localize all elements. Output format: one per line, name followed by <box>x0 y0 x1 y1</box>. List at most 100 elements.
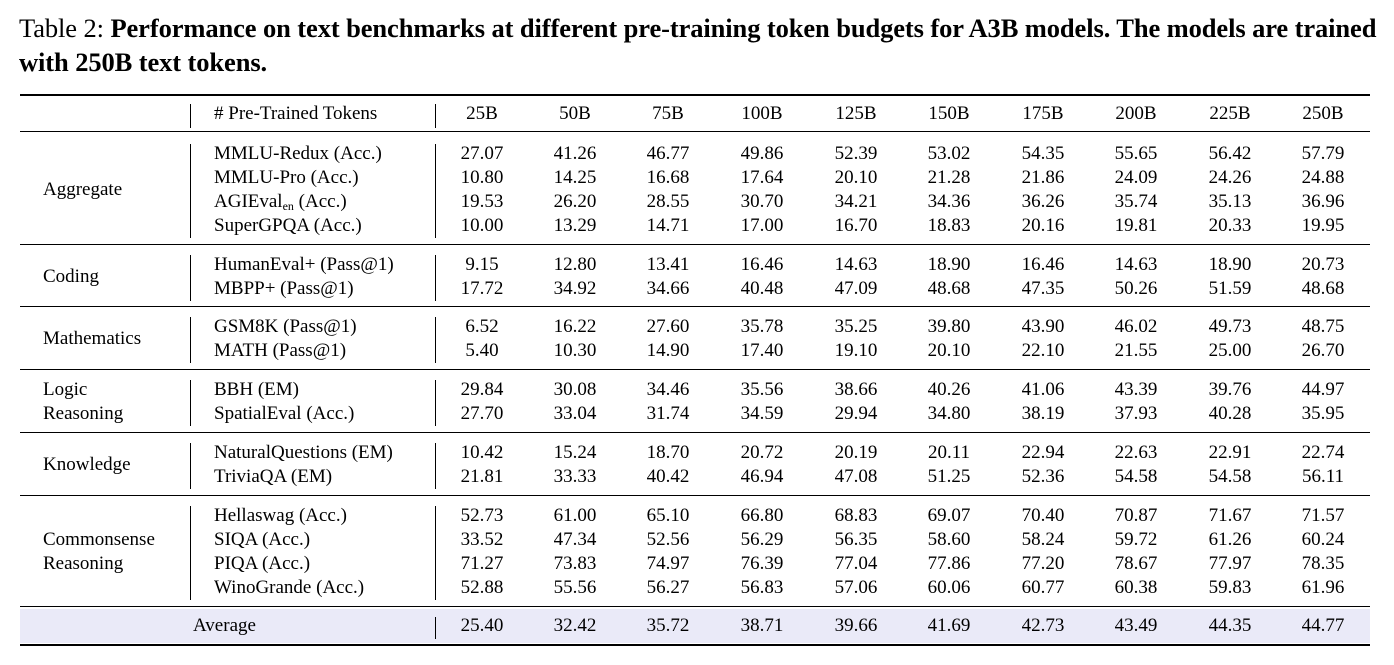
benchmark-name: SuperGPQA (Acc.) <box>214 214 362 238</box>
score-cell: 77.04 <box>834 553 878 574</box>
score-cell: 14.63 <box>834 254 878 275</box>
score-cell: 20.11 <box>927 442 971 463</box>
benchmark-name-text: SIQA (Acc.) <box>214 529 311 550</box>
score-cell: 16.68 <box>646 167 690 188</box>
score-cell: 34.36 <box>927 191 971 212</box>
column-header: 75B <box>652 103 684 124</box>
score-cell: 70.40 <box>1021 505 1065 526</box>
score-cell: 39.80 <box>927 316 971 337</box>
score-cell: 47.34 <box>553 529 597 550</box>
average-cell: 25.40 <box>460 615 504 636</box>
score-cell: 13.29 <box>553 215 597 236</box>
benchmark-name-text: GSM8K (Pass@1) <box>214 316 357 337</box>
score-cell: 25.00 <box>1208 340 1252 361</box>
score-cell: 43.90 <box>1021 316 1065 337</box>
column-header: 150B <box>928 103 970 124</box>
score-cell: 33.33 <box>553 466 597 487</box>
score-cell: 35.95 <box>1301 403 1345 424</box>
average-cell: 35.72 <box>646 615 690 636</box>
score-cell: 40.42 <box>646 466 690 487</box>
score-cell: 21.28 <box>927 167 971 188</box>
column-header: 200B <box>1115 103 1157 124</box>
score-cell: 77.97 <box>1208 553 1252 574</box>
header-divider-left <box>190 104 191 128</box>
category-label: Reasoning <box>43 553 124 574</box>
benchmark-name: AGIEvalen (Acc.) <box>214 190 347 214</box>
header-rule <box>20 131 1370 132</box>
benchmark-name: MBPP+ (Pass@1) <box>214 277 354 301</box>
score-cell: 15.24 <box>553 442 597 463</box>
benchmark-name: NaturalQuestions (EM) <box>214 441 393 465</box>
score-cell: 56.42 <box>1208 143 1252 164</box>
score-cell: 60.38 <box>1114 577 1158 598</box>
score-cell: 10.80 <box>460 167 504 188</box>
score-cell: 53.02 <box>927 143 971 164</box>
pre-average-rule <box>20 606 1370 607</box>
score-cell: 20.72 <box>740 442 784 463</box>
benchmark-name: WinoGrande (Acc.) <box>214 576 364 600</box>
score-cell: 30.70 <box>740 191 784 212</box>
score-cell: 9.15 <box>465 254 499 275</box>
score-cell: 35.13 <box>1208 191 1252 212</box>
benchmark-name: GSM8K (Pass@1) <box>214 315 357 339</box>
group-divider-left <box>190 443 191 489</box>
group-divider-right <box>435 255 436 301</box>
category-label: Aggregate <box>43 179 123 200</box>
score-cell: 38.66 <box>834 379 878 400</box>
score-cell: 59.83 <box>1208 577 1252 598</box>
column-header: 25B <box>466 103 498 124</box>
average-cell: 41.69 <box>927 615 971 636</box>
group-divider-left <box>190 506 191 600</box>
column-header: 225B <box>1209 103 1251 124</box>
score-cell: 21.55 <box>1114 340 1158 361</box>
table-caption: Table 2: Performance on text benchmarks … <box>19 11 1389 79</box>
score-cell: 20.10 <box>927 340 971 361</box>
score-cell: 18.83 <box>927 215 971 236</box>
score-cell: 61.00 <box>553 505 597 526</box>
score-cell: 71.27 <box>460 553 504 574</box>
score-cell: 49.73 <box>1208 316 1252 337</box>
score-cell: 19.53 <box>460 191 504 212</box>
category-label: Coding <box>43 266 99 287</box>
score-cell: 29.94 <box>834 403 878 424</box>
score-cell: 54.58 <box>1114 466 1158 487</box>
column-header: 250B <box>1302 103 1344 124</box>
score-cell: 18.90 <box>1208 254 1252 275</box>
score-cell: 36.26 <box>1021 191 1065 212</box>
score-cell: 47.35 <box>1021 278 1065 299</box>
benchmark-name-text: AGIEval <box>214 191 283 212</box>
score-cell: 69.07 <box>927 505 971 526</box>
score-cell: 46.94 <box>740 466 784 487</box>
benchmark-name-text: SuperGPQA (Acc.) <box>214 215 362 236</box>
benchmark-name: MMLU-Pro (Acc.) <box>214 166 359 190</box>
score-cell: 52.88 <box>460 577 504 598</box>
column-header: 50B <box>559 103 591 124</box>
average-cell: 44.35 <box>1208 615 1252 636</box>
benchmark-name-text: SpatialEval (Acc.) <box>214 403 355 424</box>
header-divider-right <box>435 104 436 128</box>
average-cell: 38.71 <box>740 615 784 636</box>
score-cell: 20.16 <box>1021 215 1065 236</box>
group-separator-rule <box>20 306 1370 307</box>
score-cell: 34.80 <box>927 403 971 424</box>
benchmark-name-text: BBH (EM) <box>214 379 299 400</box>
score-cell: 33.04 <box>553 403 597 424</box>
score-cell: 26.20 <box>553 191 597 212</box>
score-cell: 76.39 <box>740 553 784 574</box>
score-cell: 73.83 <box>553 553 597 574</box>
score-cell: 52.73 <box>460 505 504 526</box>
category-label: Reasoning <box>43 403 124 424</box>
score-cell: 35.74 <box>1114 191 1158 212</box>
bottom-rule <box>20 644 1370 646</box>
score-cell: 35.25 <box>834 316 878 337</box>
score-cell: 49.86 <box>740 143 784 164</box>
column-header: 175B <box>1022 103 1064 124</box>
score-cell: 56.27 <box>646 577 690 598</box>
score-cell: 18.90 <box>927 254 971 275</box>
score-cell: 74.97 <box>646 553 690 574</box>
group-divider-left <box>190 380 191 426</box>
score-cell: 78.35 <box>1301 553 1345 574</box>
group-divider-left <box>190 144 191 238</box>
group-divider-left <box>190 317 191 363</box>
score-cell: 22.74 <box>1301 442 1345 463</box>
